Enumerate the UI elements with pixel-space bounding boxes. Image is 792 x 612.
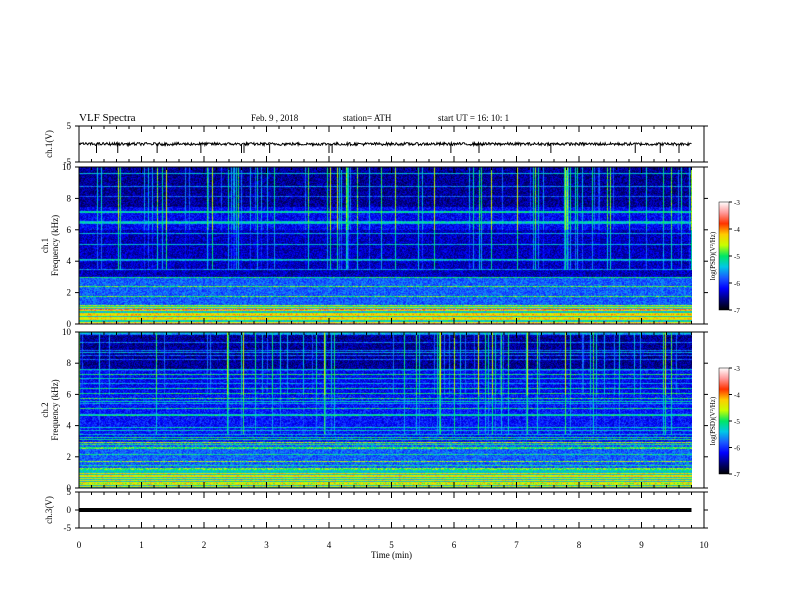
y-tick-label: 8	[67, 358, 72, 368]
station-label: station= ATH	[343, 113, 392, 123]
colorbar-ch2	[718, 367, 730, 475]
colorbar-tick-label: -7	[734, 307, 740, 315]
colorbar-tick-label: -4	[734, 226, 740, 234]
start-time-label: start UT = 16: 10: 1	[438, 113, 510, 123]
colorbar-tick-label: -6	[734, 445, 740, 453]
colorbar-tick-label: -7	[734, 471, 740, 479]
y-axis-label-ch3: ch.3(V)	[44, 496, 54, 524]
y-axis-label-ch1: ch.1	[40, 238, 50, 253]
x-tick-label: 2	[202, 540, 207, 550]
colorbar-tick-label: -5	[734, 253, 740, 261]
y-tick-label: 0	[67, 505, 72, 515]
x-tick-label: 6	[452, 540, 457, 550]
y-axis-label2-ch2: Frequency (kHz)	[50, 379, 60, 440]
spectrogram-ch2	[79, 332, 692, 488]
figure-title: VLF Spectra	[79, 112, 136, 124]
spectrogram-ch1	[79, 167, 692, 324]
x-tick-label: 5	[389, 540, 394, 550]
y-tick-label: 6	[67, 225, 72, 235]
x-tick-label: 3	[264, 540, 269, 550]
x-tick-label: 8	[577, 540, 582, 550]
y-tick-label: 8	[67, 193, 72, 203]
x-tick-label: 4	[327, 540, 332, 550]
y-tick-label: 4	[67, 256, 72, 266]
colorbar-tick-label: -3	[734, 199, 740, 207]
x-axis-label: Time (min)	[371, 550, 412, 560]
y-tick-label: 6	[67, 389, 72, 399]
x-tick-label: 9	[639, 540, 644, 550]
y-axis-label-ch2: ch.2	[40, 402, 50, 417]
y-axis-label2-ch1: Frequency (kHz)	[50, 215, 60, 276]
colorbar-ch1	[718, 201, 730, 311]
colorbar-tick-label: -5	[734, 418, 740, 426]
x-tick-label: 10	[700, 540, 710, 550]
y-tick-label: 4	[67, 421, 72, 431]
colorbar-label-ch2: log(PSD)(V²/Hz)	[709, 396, 717, 445]
y-tick-label: 0	[67, 319, 72, 329]
colorbar-label-ch1: log(PSD)(V²/Hz)	[709, 231, 717, 280]
colorbar-tick-label: -4	[734, 392, 740, 400]
y-tick-label: 0	[67, 483, 72, 493]
y-tick-label: -5	[64, 157, 72, 167]
x-tick-label: 0	[77, 540, 82, 550]
y-tick-label: 2	[67, 452, 72, 462]
date-label: Feb. 9 , 2018	[251, 113, 299, 123]
ch1-trace	[78, 140, 692, 148]
x-tick-label: 7	[514, 540, 519, 550]
y-tick-label: 10	[62, 327, 72, 337]
colorbar-tick-label: -3	[734, 365, 740, 373]
y-tick-label: 2	[67, 288, 72, 298]
x-tick-label: 1	[139, 540, 144, 550]
y-tick-label: 5	[67, 121, 72, 131]
colorbar-tick-label: -6	[734, 280, 740, 288]
y-tick-label: 10	[62, 162, 72, 172]
y-tick-label: 5	[67, 487, 72, 497]
y-tick-label: -5	[64, 523, 72, 533]
y-axis-label-ch1: ch.1(V)	[44, 130, 54, 158]
